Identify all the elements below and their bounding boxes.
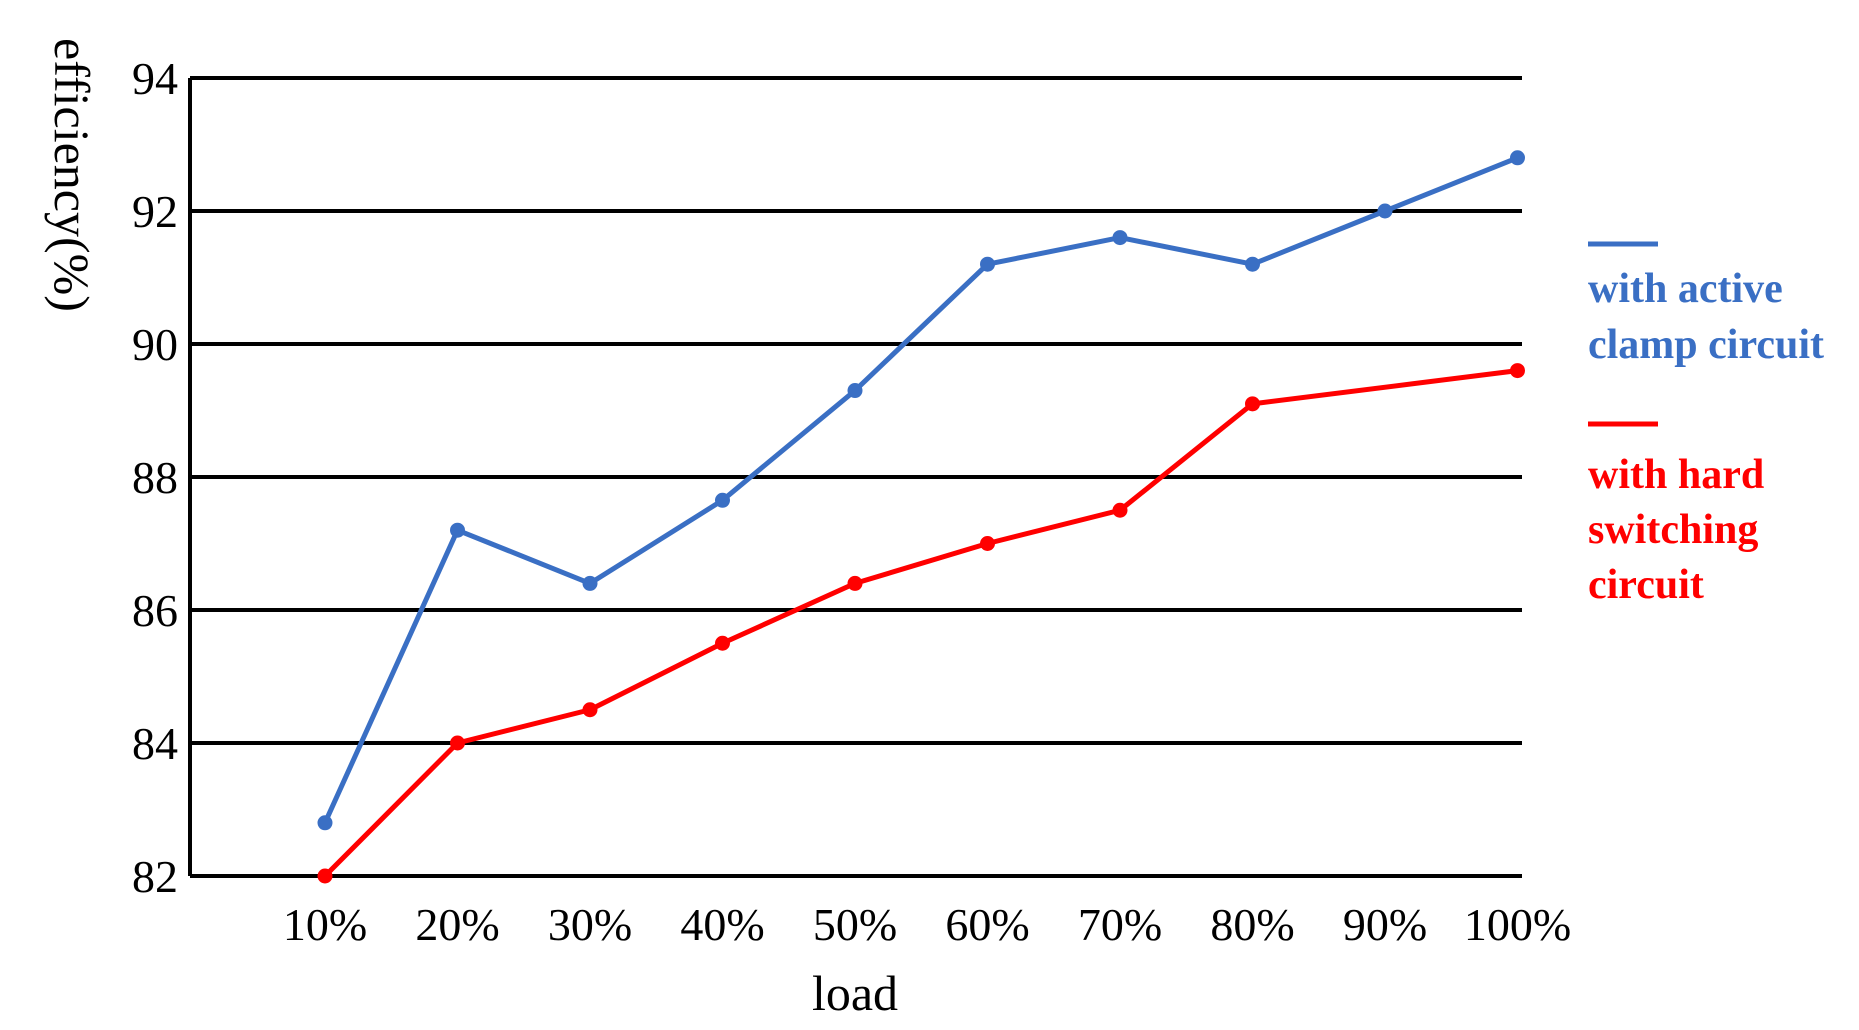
x-tick-label: 60% <box>945 899 1029 950</box>
legend: with active clamp circuit with hard switchi… <box>1588 241 1824 608</box>
data-point <box>317 868 333 884</box>
data-point <box>1245 256 1260 272</box>
x-tick-label: 30% <box>548 899 632 950</box>
data-point <box>847 575 863 591</box>
data-point <box>1245 396 1260 412</box>
data-point <box>980 536 995 551</box>
data-point <box>715 492 730 508</box>
data-point <box>1112 502 1128 518</box>
data-series <box>317 150 1525 884</box>
data-point <box>582 702 598 718</box>
y-tick-label: 86 <box>132 585 178 636</box>
x-tick-label: 10% <box>283 899 367 950</box>
data-point <box>980 256 995 272</box>
x-tick-label: 90% <box>1343 899 1427 950</box>
data-point <box>582 575 598 591</box>
legend-label: circuit <box>1588 562 1704 608</box>
series-line-1 <box>323 368 1518 878</box>
y-tick-label: 84 <box>132 718 178 769</box>
grid-lines <box>188 76 1522 878</box>
y-tick-label: 92 <box>132 186 178 237</box>
x-tick-label: 80% <box>1210 899 1294 950</box>
data-point <box>317 815 333 831</box>
data-point <box>1510 150 1525 166</box>
data-point <box>1112 230 1128 246</box>
x-tick-label: 20% <box>415 899 499 950</box>
x-tick-label: 100% <box>1464 899 1571 950</box>
x-tick-labels: 10% 20% 30% 40% 50% 60% 70% 80% 90% 100% <box>283 899 1571 950</box>
legend-label: switching <box>1588 507 1758 553</box>
legend-label: with hard <box>1588 452 1764 498</box>
data-point <box>1510 363 1525 379</box>
y-tick-label: 82 <box>132 851 178 902</box>
data-point <box>715 635 730 651</box>
y-tick-label: 94 <box>132 53 178 104</box>
x-tick-label: 40% <box>680 899 764 950</box>
series-line-0 <box>322 155 1519 824</box>
data-point <box>450 735 465 751</box>
y-tick-label: 88 <box>132 452 178 503</box>
y-tick-labels: 82 84 86 88 90 92 94 <box>132 53 178 902</box>
data-point <box>1377 203 1393 219</box>
x-tick-label: 50% <box>813 899 897 950</box>
data-point <box>847 383 863 399</box>
data-point <box>450 522 465 538</box>
legend-label: with active <box>1588 266 1783 312</box>
x-axis-title: load <box>812 965 898 1021</box>
x-tick-label: 70% <box>1078 899 1162 950</box>
y-tick-label: 90 <box>132 319 178 370</box>
legend-label: clamp circuit <box>1588 322 1824 368</box>
y-axis-title: efficiency(%) <box>44 38 100 312</box>
